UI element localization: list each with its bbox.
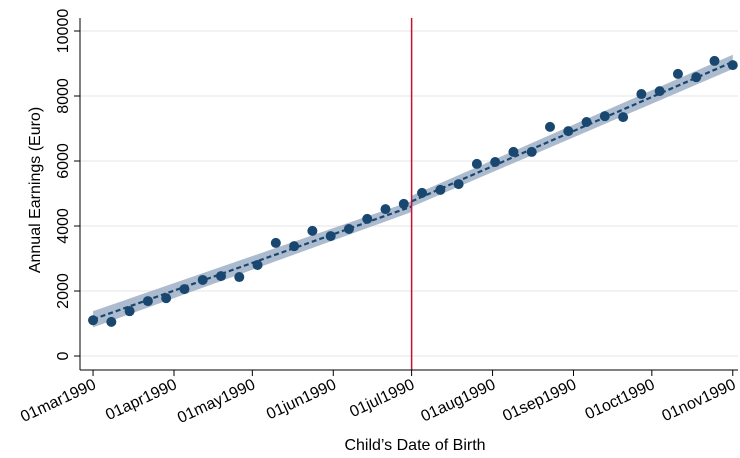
x-tick-label: 01sep1990 (500, 376, 579, 425)
y-tick-label: 8000 (55, 78, 72, 114)
point (654, 86, 665, 97)
point (709, 55, 720, 66)
point (106, 316, 117, 327)
x-tick-label: 01oct1990 (583, 376, 658, 423)
point (453, 179, 464, 190)
y-tick-label: 0 (55, 351, 72, 360)
x-tick-label: 01jul1990 (347, 376, 417, 421)
point (343, 223, 354, 234)
x-tick-label: 01jun1990 (264, 376, 339, 423)
point (179, 284, 190, 295)
point (526, 146, 537, 157)
x-axis-title: Child’s Date of Birth (344, 437, 485, 454)
y-axis-title: Annual Earnings (Euro) (27, 107, 44, 273)
point (307, 225, 318, 236)
point (161, 293, 172, 304)
point (270, 237, 281, 248)
point (618, 112, 629, 123)
point (672, 68, 683, 79)
y-tick-label: 4000 (55, 208, 72, 244)
point (727, 60, 738, 71)
point (325, 231, 336, 242)
point (691, 72, 702, 83)
x-tick-label: 01aug1990 (418, 376, 498, 425)
point (471, 158, 482, 169)
point (490, 156, 501, 167)
y-tick-label: 6000 (55, 143, 72, 179)
point (545, 121, 555, 132)
point (435, 184, 446, 195)
point (636, 89, 647, 100)
fit-line (411, 60, 734, 203)
x-tick-label: 01may1990 (175, 376, 258, 427)
point (197, 274, 208, 285)
point (508, 146, 519, 157)
point (417, 187, 428, 198)
x-tick-label: 01mar1990 (18, 376, 99, 426)
point (581, 117, 592, 128)
point (289, 241, 300, 252)
point (216, 271, 226, 282)
y-tick-label: 10000 (55, 9, 72, 54)
point (88, 315, 99, 326)
point (252, 260, 263, 271)
point (234, 272, 245, 283)
point (563, 126, 574, 137)
y-tick-label: 2000 (55, 273, 72, 309)
point (362, 213, 373, 224)
point (599, 111, 610, 122)
x-tick-label: 01nov1990 (660, 376, 739, 425)
point (124, 306, 135, 317)
point (380, 204, 391, 215)
point (142, 296, 153, 307)
x-tick-label: 01apr1990 (103, 376, 180, 424)
point (398, 198, 409, 209)
